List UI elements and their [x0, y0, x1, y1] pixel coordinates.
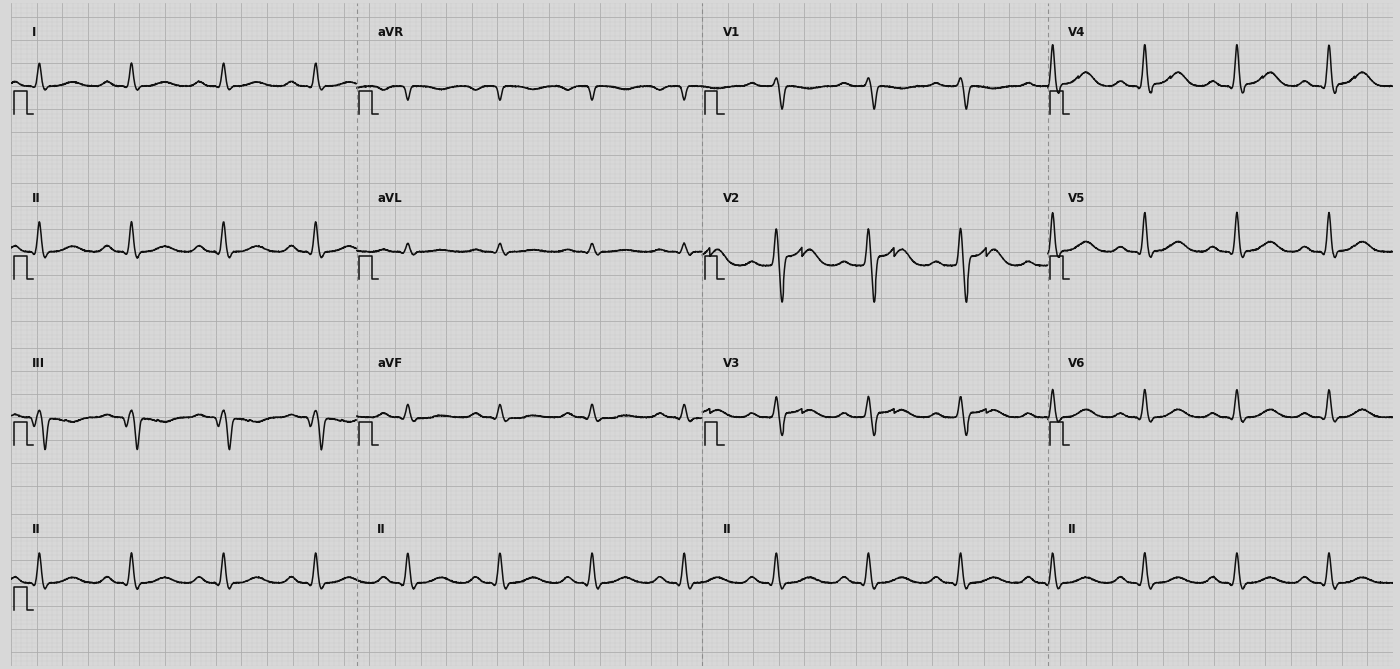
Text: V2: V2	[722, 192, 739, 205]
Text: II: II	[32, 192, 41, 205]
Text: V3: V3	[722, 357, 739, 371]
Text: aVL: aVL	[377, 192, 402, 205]
Text: I: I	[32, 26, 36, 39]
Text: V5: V5	[1068, 192, 1085, 205]
Text: II: II	[1068, 523, 1077, 536]
Text: II: II	[722, 523, 731, 536]
Text: II: II	[377, 523, 386, 536]
Text: aVR: aVR	[377, 26, 403, 39]
Text: III: III	[32, 357, 45, 371]
Text: II: II	[32, 523, 41, 536]
Text: V4: V4	[1068, 26, 1085, 39]
Text: V1: V1	[722, 26, 739, 39]
Text: V6: V6	[1068, 357, 1085, 371]
Text: aVF: aVF	[377, 357, 402, 371]
